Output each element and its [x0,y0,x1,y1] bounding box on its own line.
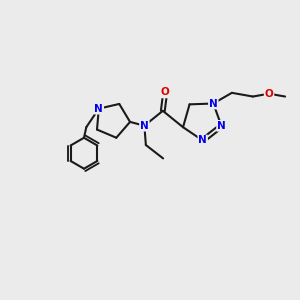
Text: N: N [94,104,103,114]
Text: O: O [161,87,170,98]
Text: N: N [209,98,218,109]
Text: O: O [265,89,273,99]
Text: N: N [140,121,149,131]
Text: N: N [198,136,207,146]
Text: N: N [217,121,226,131]
